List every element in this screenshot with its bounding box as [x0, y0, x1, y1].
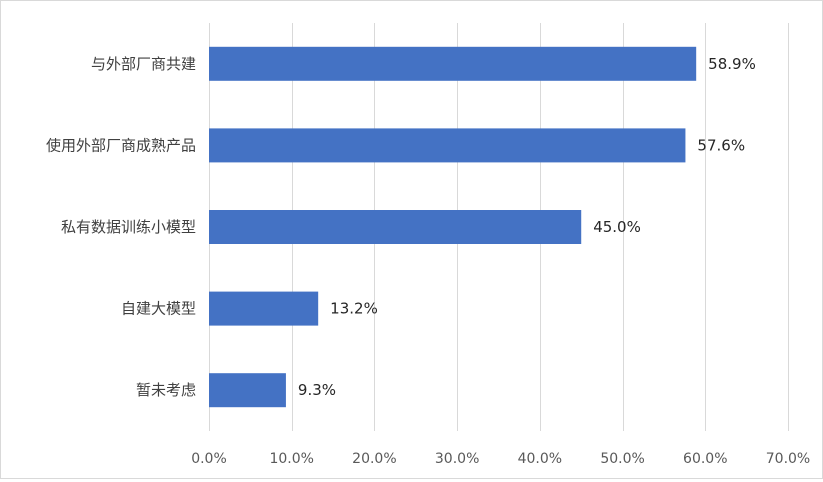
- bar-0: [209, 46, 697, 81]
- x-tick-label-6: 60.0%: [683, 451, 727, 467]
- value-labels: 58.9% 57.6% 45.0% 13.2% 9.3%: [298, 55, 756, 399]
- category-label-4: 暂未考虑: [136, 381, 196, 399]
- value-label-4: 9.3%: [298, 381, 336, 399]
- x-tick-label-1: 10.0%: [269, 451, 313, 467]
- category-label-0: 与外部厂商共建: [91, 55, 196, 73]
- category-label-1: 使用外部厂商成熟产品: [46, 136, 196, 154]
- value-label-0: 58.9%: [708, 55, 756, 73]
- x-tick-label-3: 30.0%: [435, 451, 479, 467]
- category-label-2: 私有数据训练小模型: [61, 218, 196, 236]
- bar-2: [209, 210, 582, 244]
- value-label-2: 45.0%: [593, 218, 641, 236]
- bars: [209, 46, 697, 408]
- value-label-3: 13.2%: [330, 300, 378, 318]
- x-tick-label-5: 50.0%: [600, 451, 644, 467]
- x-tick-label-4: 40.0%: [518, 451, 562, 467]
- x-tick-label-7: 70.0%: [766, 451, 810, 467]
- x-tick-label-2: 20.0%: [352, 451, 396, 467]
- value-label-1: 57.6%: [697, 136, 745, 154]
- bar-1: [209, 128, 686, 163]
- bar-4: [209, 373, 286, 408]
- x-tick-label-0: 0.0%: [191, 451, 227, 467]
- x-axis-ticks: 0.0% 10.0% 20.0% 30.0% 40.0% 50.0% 60.0% 70.0%: [191, 451, 810, 467]
- category-label-3: 自建大模型: [121, 300, 196, 318]
- bar-3: [209, 291, 319, 326]
